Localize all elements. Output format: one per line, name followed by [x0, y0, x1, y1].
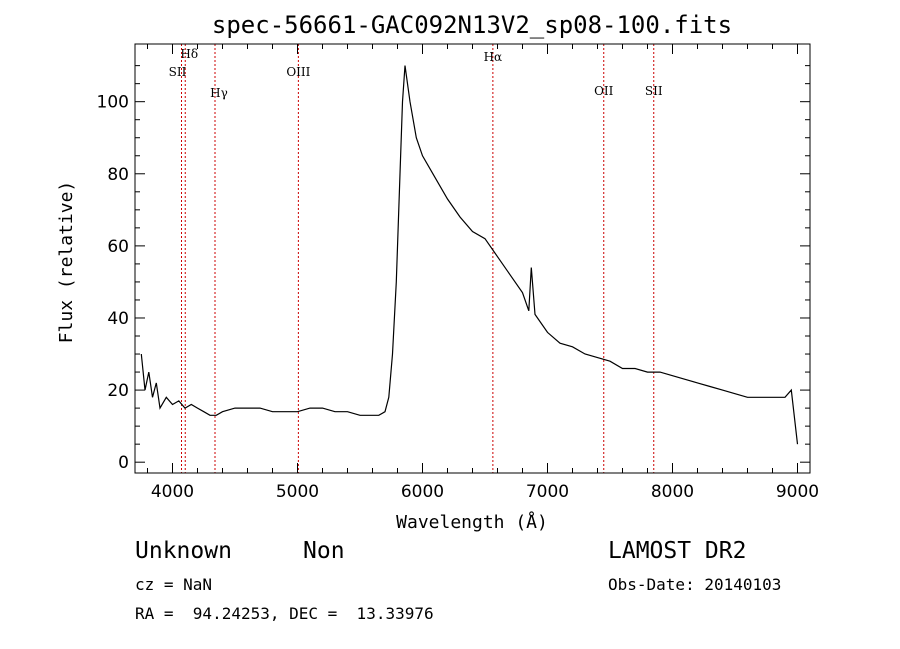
y-tick-label: 0 [118, 453, 129, 473]
marker-label: Hα [484, 50, 503, 64]
object-subclass: Non [303, 538, 345, 564]
spectrum-line [140, 65, 799, 445]
x-tick-label: 6000 [401, 482, 444, 502]
y-tick-label: 40 [107, 309, 129, 329]
y-tick-label: 20 [107, 381, 129, 401]
x-tick-label: 9000 [776, 482, 819, 502]
x-axis: 4000 5000 6000 7000 8000 9000 [147, 44, 819, 502]
x-tick-label: 8000 [651, 482, 694, 502]
marker-label: Hγ [210, 86, 228, 100]
marker-label: SII [169, 65, 187, 79]
redshift-value: cz = NaN [135, 575, 213, 594]
observation-date: Obs-Date: 20140103 [608, 575, 782, 594]
y-tick-label: 100 [97, 93, 129, 113]
x-axis-label: Wavelength (Å) [396, 511, 548, 533]
marker-label: SII [645, 84, 663, 98]
coordinates: RA = 94.24253, DEC = 13.33976 [135, 604, 434, 623]
y-axis: 0 20 40 60 80 100 [97, 65, 810, 473]
survey-name: LAMOST DR2 [608, 538, 747, 564]
x-tick-label: 4000 [151, 482, 194, 502]
y-axis-label: Flux (relative) [56, 181, 77, 344]
object-class: Unknown [135, 538, 232, 564]
x-tick-label: 5000 [276, 482, 319, 502]
marker-label: Hδ [180, 47, 198, 61]
x-tick-label: 7000 [526, 482, 569, 502]
marker-label: OIII [286, 65, 310, 79]
chart-title: spec-56661-GAC092N13V2_sp08-100.fits [212, 11, 732, 39]
y-tick-label: 60 [107, 237, 129, 257]
line-markers: Hδ SII Hγ OIII Hα OII SII [169, 44, 663, 473]
y-tick-label: 80 [107, 165, 129, 185]
marker-label: OII [594, 84, 614, 98]
